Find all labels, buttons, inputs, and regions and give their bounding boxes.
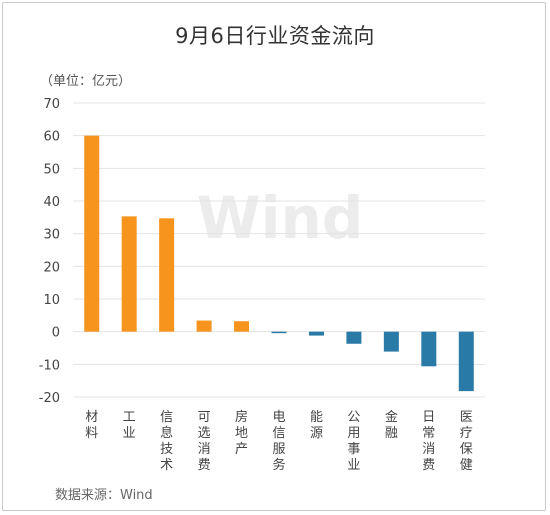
- x-tick-label: 信息技术: [160, 410, 173, 473]
- x-tick-label: 可选消费: [198, 410, 211, 473]
- chart-title: 9月6日行业资金流向: [175, 24, 375, 48]
- bar: [308, 331, 324, 336]
- y-tick-label: 10: [43, 293, 60, 308]
- bar: [159, 218, 175, 332]
- y-tick-label: 60: [43, 130, 60, 145]
- x-tick-label: 医疗保健: [460, 410, 473, 473]
- x-tick-label: 电信服务: [272, 410, 285, 473]
- x-tick-label: 房地产: [235, 409, 248, 457]
- y-tick-label: -10: [39, 358, 60, 373]
- y-tick-label: 40: [43, 195, 60, 210]
- y-tick-label: 20: [43, 260, 60, 275]
- x-tick-label: 日常消费: [422, 410, 435, 473]
- y-tick-label: -20: [39, 391, 60, 406]
- x-tick-label: 能源: [310, 410, 323, 441]
- x-tick-label: 金融: [385, 409, 398, 441]
- bar: [458, 331, 474, 392]
- x-tick-label: 材料: [85, 410, 98, 441]
- chart-frame: [2, 2, 546, 511]
- y-tick-label: 0: [52, 326, 60, 341]
- bar: [271, 331, 287, 334]
- bar: [383, 331, 399, 352]
- y-tick-label: 70: [43, 97, 60, 112]
- bar: [196, 320, 212, 332]
- bar: [421, 331, 437, 367]
- y-tick-label: 50: [43, 162, 60, 177]
- source-label: 数据来源：Wind: [55, 488, 153, 503]
- bar: [346, 331, 362, 344]
- bar: [234, 321, 250, 332]
- x-tick-label: 工业: [123, 410, 136, 441]
- bar: [84, 135, 100, 332]
- x-tick-label: 公用事业: [347, 410, 360, 473]
- y-tick-label: 30: [43, 228, 60, 243]
- watermark: Wind: [197, 184, 364, 252]
- unit-label: （单位：亿元）: [40, 74, 132, 89]
- bar: [121, 216, 137, 332]
